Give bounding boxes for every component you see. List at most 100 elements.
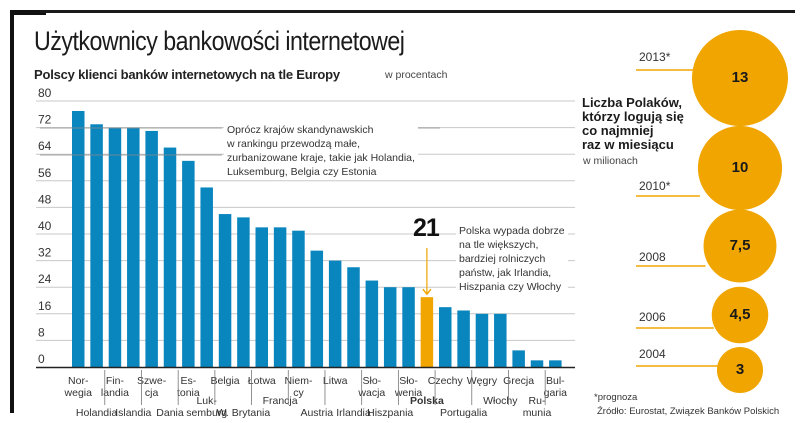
bar-holandia: [90, 124, 103, 368]
x-tick-label-line: Polska: [410, 395, 444, 407]
poland-arrow-head: [422, 288, 432, 296]
x-tick-label-line: Włochy: [483, 395, 518, 407]
x-tick-label: Łotwa: [248, 375, 276, 387]
frame-left-rule: [10, 10, 14, 413]
x-tick-label-line: tonia: [177, 387, 200, 399]
x-tick-label-line: Węgry: [467, 375, 498, 387]
bubble-chart-unit: w milionach: [583, 155, 638, 167]
bubble-value-label: 4,5: [729, 306, 751, 323]
bar-islandia: [127, 127, 140, 367]
x-tick-label: Niem-cy: [284, 375, 313, 399]
x-tick-label-line: Dania: [156, 407, 184, 419]
frame-top-rule: [40, 10, 795, 13]
x-tick-label: Portugalia: [440, 407, 487, 419]
bubble-year-label: 2008: [639, 250, 666, 264]
x-tick-label: Austria: [300, 407, 333, 419]
bar-węgry: [475, 313, 489, 367]
x-tick-label-line: Fin-: [106, 375, 125, 387]
source-note: Źródło: Eurostat, Związek Banków Polskic…: [597, 406, 780, 417]
x-tick-label-line: wegia: [64, 387, 93, 399]
x-tick-label: Litwa: [323, 375, 348, 387]
bar-niemcy: [292, 230, 305, 367]
x-tick-label: Holandia: [76, 407, 118, 419]
frame-corner: [10, 10, 46, 15]
bar-francja: [255, 227, 268, 367]
y-tick-label: 0: [38, 352, 45, 366]
x-tick-label-line: Bul-: [546, 375, 565, 387]
y-tick-label: 48: [38, 192, 52, 206]
x-tick-label: Dania: [156, 407, 184, 419]
annotation-line: państw, jak Irlandia,: [459, 267, 552, 279]
bubble-2010: [697, 125, 783, 211]
bar-luksemburg: [200, 187, 213, 367]
bar-belgia: [218, 214, 232, 367]
x-tick-label: Francja: [263, 395, 298, 407]
bar-portugalia: [457, 310, 470, 367]
x-tick-label: Węgry: [467, 375, 498, 387]
x-tick-label: Islandia: [115, 407, 151, 419]
bubble-2008: [703, 209, 777, 283]
bar-austria: [310, 250, 324, 367]
x-tick-label-line: Islandia: [115, 407, 151, 419]
y-tick-label: 64: [38, 139, 52, 153]
bubble-value-label: 7,5: [729, 237, 751, 254]
x-tick-label-line: Es-: [180, 375, 196, 387]
x-tick-label: Włochy: [483, 395, 518, 407]
bubble-title-line: co najmniej: [582, 123, 654, 138]
y-tick-label: 72: [38, 113, 52, 127]
chart-title: Polscy klienci banków internetowych na t…: [34, 67, 340, 82]
bubble-year-label: 2006: [639, 310, 666, 324]
x-tick-label: Nor-wegia: [64, 375, 93, 399]
bar-słowenia: [383, 287, 397, 367]
x-tick-label: Polska: [410, 395, 444, 407]
bar-włochy: [494, 313, 507, 367]
bar-rumunia: [530, 360, 544, 367]
bar-w-brytania: [273, 227, 287, 367]
bubble-2013: [692, 30, 788, 126]
x-tick-label: W. Brytania: [217, 407, 271, 419]
bubble-year-label: 2010*: [639, 179, 671, 193]
x-tick-label-line: Irlandia: [336, 407, 371, 419]
x-tick-label-line: cja: [145, 387, 159, 399]
annotation-line: Oprócz krajów skandynawskich: [227, 124, 374, 136]
x-tick-label-line: Hiszpania: [367, 407, 413, 419]
x-tick-label-line: Holandia: [76, 407, 118, 419]
bar-czechy: [439, 307, 452, 367]
x-tick-label: Sło-wenia: [394, 375, 423, 399]
annotation-poland-value: 21: [413, 214, 440, 242]
x-tick-label-line: Niem-: [284, 375, 313, 387]
bubble-title-line: którzy logują się: [582, 109, 684, 124]
x-tick-label-line: Francja: [263, 395, 298, 407]
x-tick-label-line: Szwe-: [137, 375, 167, 387]
x-tick-label: Belgia: [210, 375, 239, 387]
annotation-line: Polska wypada dobrze: [459, 225, 565, 237]
x-tick-label: Bul-garia: [544, 375, 568, 399]
bar-hiszpania: [402, 287, 415, 367]
bubble-value-label: 10: [731, 159, 749, 176]
x-tick-label-line: Łotwa: [248, 375, 276, 387]
annotation-line: w rankingu przewodzą małe,: [227, 138, 361, 150]
bubble-title-line: Liczba Polaków,: [582, 95, 682, 110]
bar-polska: [420, 297, 434, 367]
bar-dania: [163, 147, 177, 367]
x-tick-label: Irlandia: [336, 407, 371, 419]
x-tick-label-line: Ru-: [529, 395, 546, 407]
x-tick-label-line: garia: [544, 387, 568, 399]
x-tick-label-line: Grecja: [503, 375, 534, 387]
annotation-line: Luksemburg, Belgia czy Estonia: [227, 166, 377, 178]
x-tick-label-line: Luk-: [196, 395, 217, 407]
bubble-value-label: 13: [731, 69, 749, 86]
x-tick-label-line: Sło-: [399, 375, 418, 387]
x-tick-label-line: landia: [101, 387, 129, 399]
bar-szwecja: [145, 130, 158, 367]
bar-słowacja: [365, 280, 379, 367]
x-tick-label-line: cy: [293, 387, 304, 399]
x-tick-label-line: Sło-: [363, 375, 382, 387]
bubble-2006: [711, 286, 769, 344]
y-tick-label: 24: [38, 272, 52, 286]
y-tick-label: 32: [38, 246, 52, 260]
x-tick-label-line: W. Brytania: [217, 407, 271, 419]
x-tick-label: Sło-wacja: [357, 375, 385, 399]
x-tick-label: Grecja: [503, 375, 534, 387]
